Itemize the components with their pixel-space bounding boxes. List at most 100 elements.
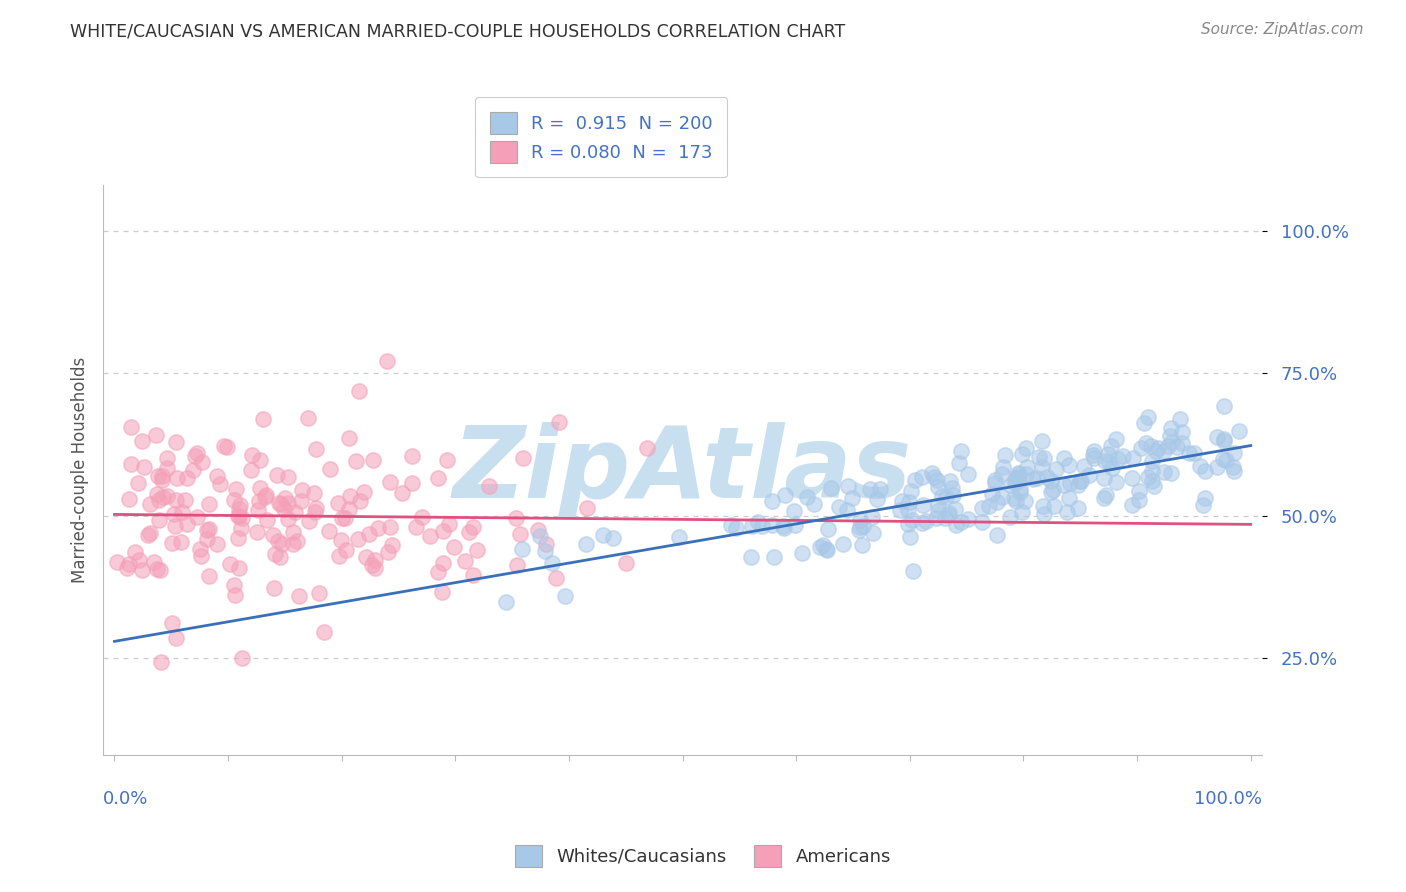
- Point: [1008, 485, 1031, 500]
- Point: [891, 493, 914, 508]
- Point: [138, 498, 160, 512]
- Point: [120, 420, 142, 434]
- Point: [401, 449, 423, 463]
- Point: [614, 556, 637, 570]
- Point: [991, 467, 1014, 481]
- Point: [1040, 485, 1063, 500]
- Point: [195, 533, 218, 547]
- Point: [328, 549, 350, 563]
- Point: [143, 555, 166, 569]
- Point: [461, 520, 484, 534]
- Point: [1157, 440, 1180, 454]
- Point: [936, 508, 959, 522]
- Point: [266, 468, 288, 483]
- Point: [576, 500, 599, 515]
- Point: [152, 473, 174, 487]
- Point: [1015, 467, 1038, 482]
- Point: [1140, 453, 1163, 467]
- Point: [720, 517, 742, 532]
- Point: [165, 492, 187, 507]
- Point: [1015, 460, 1038, 475]
- Point: [796, 491, 818, 505]
- Point: [1033, 451, 1056, 466]
- Point: [207, 537, 229, 551]
- Point: [841, 491, 863, 505]
- Point: [264, 547, 287, 561]
- Point: [297, 515, 319, 529]
- Point: [1105, 432, 1128, 446]
- Point: [1121, 498, 1143, 512]
- Point: [228, 561, 250, 575]
- Point: [205, 468, 228, 483]
- Point: [432, 524, 454, 538]
- Point: [1032, 499, 1054, 513]
- Point: [281, 525, 304, 540]
- Point: [212, 439, 235, 453]
- Point: [984, 475, 1007, 490]
- Point: [128, 553, 150, 567]
- Point: [837, 479, 859, 493]
- Point: [1194, 464, 1216, 478]
- Point: [367, 521, 389, 535]
- Point: [249, 452, 271, 467]
- Point: [1026, 471, 1049, 485]
- Point: [972, 515, 994, 529]
- Point: [190, 549, 212, 564]
- Point: [354, 549, 377, 564]
- Point: [848, 524, 870, 538]
- Point: [131, 563, 153, 577]
- Point: [1215, 453, 1237, 467]
- Point: [772, 518, 794, 533]
- Point: [319, 462, 342, 476]
- Point: [592, 528, 614, 542]
- Point: [347, 384, 370, 399]
- Point: [1142, 474, 1164, 488]
- Point: [1081, 448, 1104, 462]
- Point: [1066, 500, 1088, 515]
- Point: [898, 530, 921, 544]
- Point: [950, 515, 973, 529]
- Point: [541, 556, 564, 570]
- Point: [281, 536, 304, 550]
- Point: [849, 512, 872, 526]
- Point: [430, 585, 453, 599]
- Point: [751, 519, 773, 533]
- Point: [941, 481, 963, 495]
- Point: [811, 538, 834, 552]
- Point: [132, 460, 155, 475]
- Point: [166, 470, 188, 484]
- Point: [984, 473, 1007, 487]
- Point: [378, 475, 401, 490]
- Point: [277, 469, 299, 483]
- Point: [305, 442, 328, 456]
- Point: [602, 531, 624, 545]
- Point: [1133, 416, 1156, 430]
- Point: [262, 527, 284, 541]
- Point: [344, 454, 367, 468]
- Point: [1170, 412, 1192, 426]
- Point: [176, 516, 198, 531]
- Point: [461, 568, 484, 582]
- Point: [1042, 483, 1064, 497]
- Point: [527, 523, 550, 537]
- Point: [837, 503, 859, 517]
- Point: [747, 515, 769, 529]
- Point: [911, 470, 934, 484]
- Point: [127, 475, 149, 490]
- Point: [378, 520, 401, 534]
- Point: [924, 470, 946, 484]
- Point: [1212, 399, 1234, 413]
- Point: [1067, 478, 1090, 492]
- Point: [1223, 464, 1246, 478]
- Point: [785, 517, 807, 532]
- Point: [314, 624, 336, 639]
- Point: [146, 562, 169, 576]
- Point: [814, 542, 837, 557]
- Point: [375, 354, 398, 368]
- Point: [349, 494, 371, 508]
- Point: [547, 415, 569, 429]
- Point: [1059, 476, 1081, 491]
- Point: [942, 488, 965, 502]
- Point: [943, 502, 966, 516]
- Point: [222, 578, 245, 592]
